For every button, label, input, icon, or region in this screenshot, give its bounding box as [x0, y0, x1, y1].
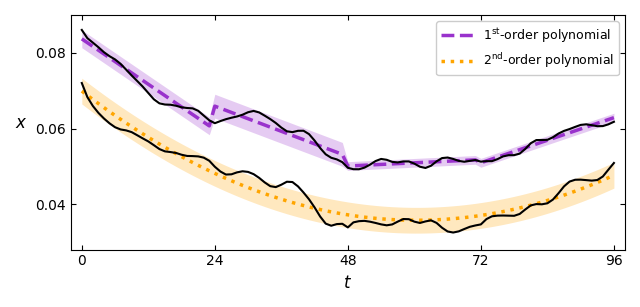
X-axis label: $t$: $t$ [343, 274, 353, 292]
Y-axis label: $x$: $x$ [15, 114, 28, 132]
Legend: $1^{\mathrm{st}}$-order polynomial, $2^{\mathrm{nd}}$-order polynomial: $1^{\mathrm{st}}$-order polynomial, $2^{… [436, 21, 619, 75]
